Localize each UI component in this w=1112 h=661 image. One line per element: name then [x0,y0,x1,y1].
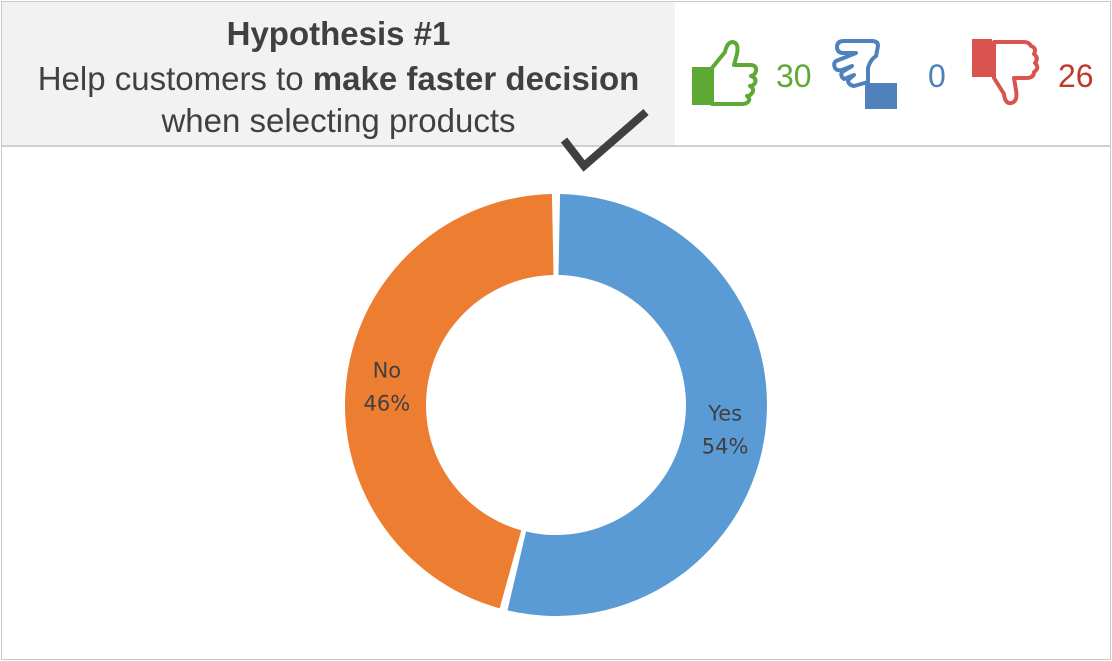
header-divider [2,145,1110,147]
thumbs-sideways-icon[interactable] [832,38,900,112]
slice-label-no: No [373,359,402,383]
statement-prefix: Help customers to [37,60,313,97]
hypothesis-title: Hypothesis #1 [226,15,451,52]
thumbs-sideways-count: 0 [928,58,946,94]
slice-yes [507,194,767,616]
hypothesis-statement-line-2: when selecting products [161,102,516,139]
statement-emphasis: make faster decision [312,60,640,97]
thumbs-up-icon[interactable] [690,38,762,106]
slice-label-yes: Yes [707,401,742,425]
hypothesis-statement-line: Help customers to make faster decision [2,59,675,99]
slice-percent-no: 46% [364,392,411,416]
slice-no [344,194,554,609]
slice-percent-yes: 54% [702,434,749,458]
hypothesis-header: Hypothesis #1 Help customers to make fas… [2,2,675,145]
checkmark-icon [560,108,649,172]
thumbs-down-count: 26 [1058,58,1094,94]
thumbs-down-icon[interactable] [970,38,1044,106]
thumbs-up-count: 30 [776,58,812,94]
